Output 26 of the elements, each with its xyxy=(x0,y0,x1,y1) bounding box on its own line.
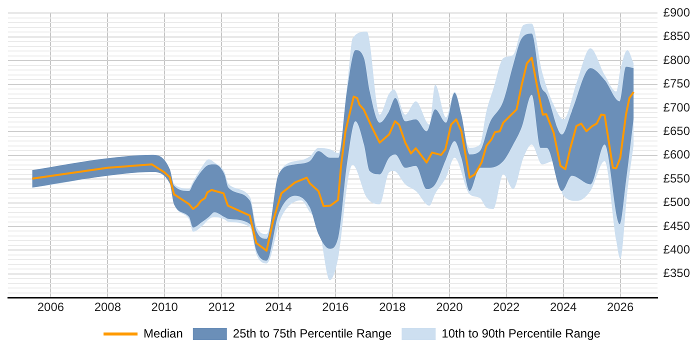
y-tick-label: £800 xyxy=(663,52,690,67)
y-tick-label: £400 xyxy=(663,242,690,257)
x-tick-label: 2006 xyxy=(37,300,64,314)
x-tick-label: 2016 xyxy=(322,300,350,314)
y-tick-label: £850 xyxy=(663,29,690,44)
x-tick-label: 2008 xyxy=(94,300,122,314)
y-tick-label: £550 xyxy=(663,171,690,186)
y-tick-label: £700 xyxy=(663,100,690,114)
x-tick-label: 2010 xyxy=(151,300,178,314)
x-tick-label: 2014 xyxy=(265,300,292,314)
x-tick-label: 2018 xyxy=(379,300,406,314)
y-tick-label: £600 xyxy=(663,148,690,162)
y-tick-label: £500 xyxy=(663,195,690,210)
x-tick-label: 2012 xyxy=(208,300,236,314)
y-tick-label: £650 xyxy=(663,124,690,138)
y-tick-label: £450 xyxy=(663,218,690,233)
x-tick-label: 2024 xyxy=(550,300,577,314)
x-tick-label: 2026 xyxy=(606,300,634,314)
legend-label: 10th to 90th Percentile Range xyxy=(442,326,601,340)
x-tick-label: 2022 xyxy=(493,300,520,314)
legend-label: Median xyxy=(144,326,183,340)
y-tick-label: £350 xyxy=(663,266,690,280)
legend-label: 25th to 75th Percentile Range xyxy=(232,326,392,340)
y-tick-label: £900 xyxy=(663,6,690,20)
x-tick-label: 2020 xyxy=(436,300,464,314)
y-tick-label: £750 xyxy=(663,76,690,91)
